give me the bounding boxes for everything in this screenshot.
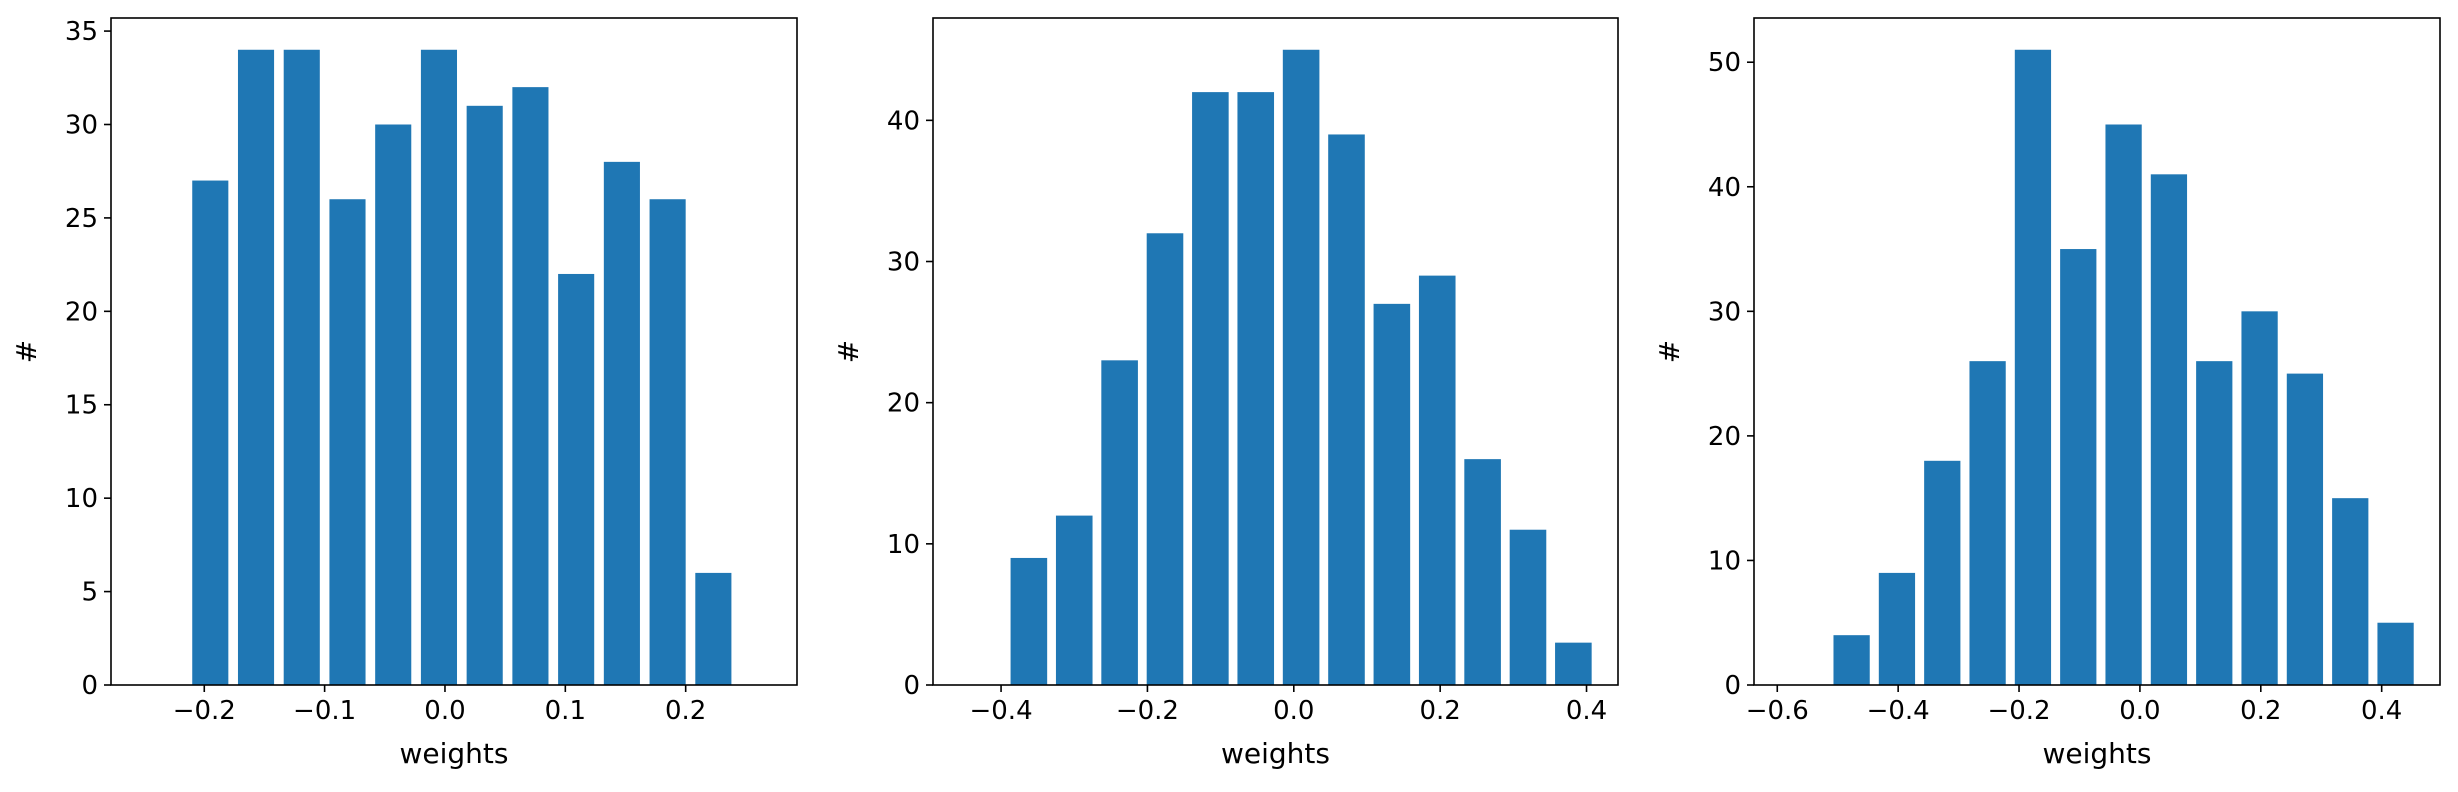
- bar: [1924, 460, 1961, 685]
- x-tick-label: 0.4: [2361, 696, 2402, 726]
- bar: [1833, 635, 1870, 685]
- plot-frame: [110, 17, 798, 686]
- bar: [2332, 498, 2369, 685]
- bar: [558, 273, 595, 685]
- bar: [2377, 622, 2414, 685]
- y-tick-label: 10: [1708, 546, 1741, 576]
- y-tick-label: 25: [65, 204, 98, 234]
- bar: [420, 49, 458, 686]
- y-tick-label: 50: [1708, 48, 1741, 78]
- bar: [695, 572, 732, 685]
- bar: [2105, 124, 2142, 686]
- bar: [1969, 361, 2006, 685]
- y-axis-label: #: [832, 340, 865, 363]
- bar: [1509, 529, 1547, 685]
- histogram-3: −0.6 −0.4 −0.2 0.0 0.2 0.4 0 10 20 30 40 50 weights #: [1653, 17, 2441, 770]
- bar: [1878, 572, 1916, 685]
- y-tick-label: 10: [887, 530, 920, 560]
- bar: [192, 180, 229, 686]
- y-tick-label: 20: [1708, 422, 1741, 452]
- y-tick-label: 20: [65, 297, 98, 327]
- bar: [283, 49, 320, 686]
- x-tick-label: 0.2: [665, 696, 706, 726]
- y-tick-label: 40: [887, 106, 920, 136]
- x-tick-label: −0.4: [969, 696, 1032, 726]
- bar: [1010, 557, 1048, 685]
- x-tick-label: −0.6: [1746, 696, 1809, 726]
- y-tick-label: 30: [65, 110, 98, 140]
- y-tick-label: 35: [65, 17, 98, 47]
- y-axis-label: #: [10, 340, 43, 363]
- y-tick-label: 30: [887, 248, 920, 278]
- bar: [1282, 49, 1320, 686]
- y-tick-label: 0: [903, 671, 920, 701]
- bar: [466, 105, 503, 686]
- x-tick-label: 0.1: [545, 696, 586, 726]
- bar: [1055, 515, 1093, 685]
- x-tick-label: −0.2: [173, 696, 236, 726]
- bar: [2060, 249, 2097, 685]
- bar: [2241, 311, 2278, 685]
- y-tick-label: 30: [1708, 297, 1741, 327]
- y-tick-label: 0: [1724, 671, 1741, 701]
- x-tick-label: 0.0: [2119, 696, 2160, 726]
- histogram-2: −0.4 −0.2 0.0 0.2 0.4 0 10 20 30 40 weights #: [832, 17, 1619, 770]
- x-tick-label: −0.2: [1116, 696, 1179, 726]
- bar: [1146, 233, 1184, 685]
- x-tick-label: −0.1: [293, 696, 356, 726]
- bar: [1237, 92, 1275, 686]
- x-tick-label: 0.2: [1419, 696, 1460, 726]
- y-tick-label: 10: [65, 484, 98, 514]
- bar: [2014, 49, 2052, 686]
- plot-frame: [932, 17, 1619, 686]
- x-tick-label: −0.2: [1987, 696, 2050, 726]
- y-tick-label: 20: [887, 389, 920, 419]
- bar: [603, 161, 640, 686]
- bar: [2286, 373, 2324, 685]
- bar: [1373, 303, 1411, 685]
- bar: [1418, 275, 1456, 685]
- x-tick-label: 0.0: [424, 696, 465, 726]
- bar: [649, 199, 686, 686]
- bar: [237, 49, 275, 686]
- bar: [1464, 459, 1501, 685]
- bar: [375, 124, 412, 686]
- bar: [2196, 361, 2233, 685]
- y-tick-label: 5: [81, 578, 98, 608]
- bar: [1192, 92, 1229, 686]
- bar: [2150, 174, 2188, 685]
- y-axis-label: #: [1653, 340, 1686, 363]
- x-tick-label: 0.2: [2240, 696, 2281, 726]
- x-tick-label: 0.0: [1273, 696, 1314, 726]
- y-tick-label: 0: [81, 671, 98, 701]
- bar: [329, 199, 366, 686]
- x-tick-label: 0.4: [1566, 696, 1607, 726]
- bar: [1555, 642, 1592, 685]
- histogram-1: −0.2 −0.1 0.0 0.1 0.2 0 5 10 15 20 25 30 35 weights #: [10, 17, 798, 770]
- y-tick-label: 40: [1708, 173, 1741, 203]
- x-axis-label: weights: [400, 737, 509, 770]
- bar: [512, 87, 549, 686]
- x-axis-label: weights: [1221, 737, 1330, 770]
- plot-frame: [1753, 17, 2441, 686]
- x-axis-label: weights: [2043, 737, 2152, 770]
- bar: [1328, 134, 1365, 685]
- bar: [1101, 360, 1138, 685]
- y-tick-label: 15: [65, 391, 98, 421]
- x-tick-label: −0.4: [1867, 696, 1930, 726]
